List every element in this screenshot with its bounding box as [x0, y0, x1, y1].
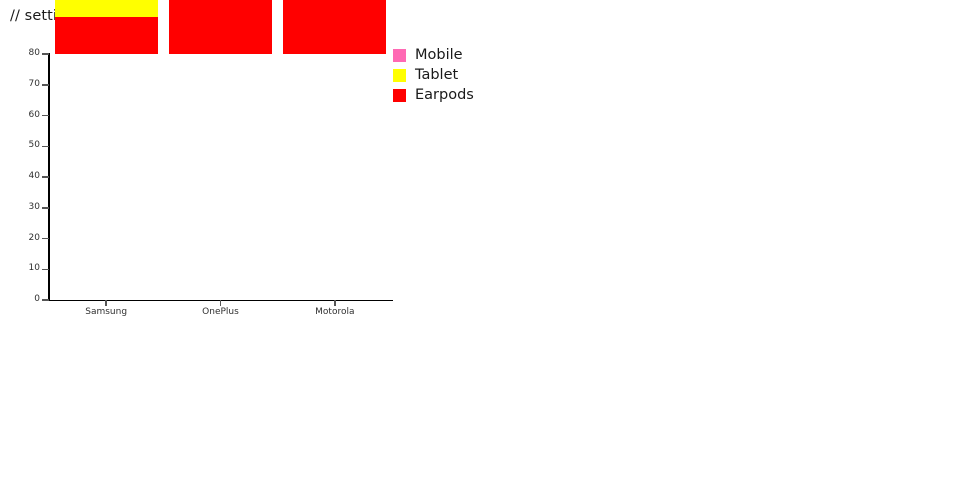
bar-segment-earpods-samsung[interactable]: [54, 17, 158, 54]
y-axis-tick: [42, 176, 49, 178]
y-axis-tick: [42, 299, 49, 301]
y-axis-tick-label: 60: [28, 109, 40, 120]
x-axis-tick-label-samsung: Samsung: [85, 307, 128, 317]
legend-swatch-icon: [393, 88, 406, 102]
x-axis-tick-label-oneplus: OnePlus: [202, 307, 239, 317]
y-axis-tick-label: 10: [28, 263, 40, 274]
plot-area: [49, 0, 392, 300]
chart-legend: Mobile Tablet Earpods: [393, 45, 474, 105]
y-axis-tick-label: 80: [28, 48, 40, 58]
legend-label: Tablet: [415, 66, 459, 83]
legend-label: Earpods: [415, 86, 474, 103]
y-axis-tick: [42, 84, 49, 86]
y-axis-tick: [42, 268, 49, 270]
y-axis-tick-label: 0: [34, 294, 40, 304]
y-axis-tick-label: 70: [28, 78, 40, 89]
x-axis-tick: [334, 300, 336, 306]
y-axis-tick-label: 40: [28, 171, 40, 181]
legend-item-mobile[interactable]: Mobile: [393, 45, 474, 65]
y-axis-tick-label: 50: [28, 140, 40, 151]
bar-segment-tablet-samsung[interactable]: [54, 0, 158, 18]
legend-swatch-icon: [393, 48, 406, 62]
y-axis-tick: [42, 207, 49, 209]
y-axis-tick: [42, 145, 49, 147]
y-axis-tick-label: 30: [28, 201, 40, 212]
y-axis-tick: [42, 53, 49, 55]
legend-item-earpods[interactable]: Earpods: [393, 85, 474, 105]
x-axis-tick: [105, 300, 107, 306]
legend-label: Mobile: [415, 46, 463, 63]
y-axis-tick-label: 20: [28, 232, 40, 243]
bar-segment-earpods-oneplus[interactable]: [169, 0, 272, 54]
y-axis-tick: [42, 237, 49, 240]
y-axis-tick: [42, 114, 49, 117]
x-axis-tick: [219, 300, 222, 306]
legend-item-tablet[interactable]: Tablet: [393, 65, 474, 85]
legend-swatch-icon: [393, 68, 406, 82]
x-axis-tick-label-motorola: Motorola: [315, 307, 355, 317]
bar-segment-earpods-motorola[interactable]: [283, 0, 387, 54]
